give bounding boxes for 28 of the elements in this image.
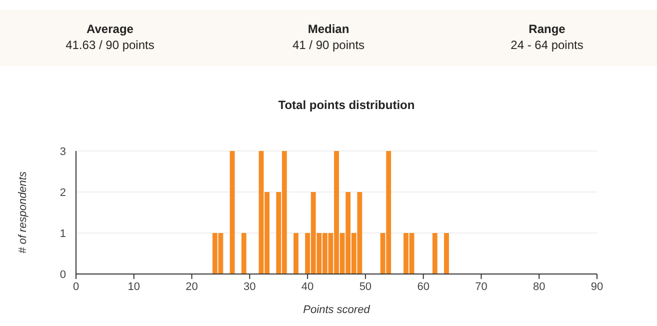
y-tick-label: 0 — [60, 268, 66, 281]
x-tick-label: 50 — [359, 281, 372, 293]
x-axis-title: Points scored — [303, 304, 371, 316]
x-tick-label: 10 — [128, 281, 140, 293]
x-tick-label: 80 — [532, 281, 546, 293]
bar — [444, 233, 449, 274]
text: Average — [86, 22, 134, 36]
x-tick-label: 20 — [186, 281, 198, 293]
bar — [432, 233, 438, 274]
y-tick-label: 2 — [60, 186, 66, 199]
x-tick-label: 0 — [72, 281, 80, 293]
bar — [241, 233, 246, 274]
y-axis-title: # of respondents — [17, 171, 29, 254]
bar — [230, 151, 235, 274]
x-tick-label: 70 — [475, 281, 488, 293]
y-tick-label: 1 — [60, 228, 66, 240]
chart-title: Total points distribution — [278, 98, 415, 112]
x-tick-label: 40 — [301, 281, 314, 293]
x-tick-label: 30 — [244, 281, 256, 293]
text: 24 - 64 points — [510, 38, 584, 52]
bar — [294, 233, 298, 274]
x-tick-label: 60 — [417, 281, 430, 293]
text: 41 / 90 points — [292, 38, 365, 52]
y-tick-label: 3 — [60, 146, 66, 158]
text: Range — [528, 22, 566, 36]
x-tick-label: 90 — [590, 281, 604, 293]
text: 41.63 / 90 points — [66, 38, 154, 52]
text: Median — [308, 22, 350, 36]
